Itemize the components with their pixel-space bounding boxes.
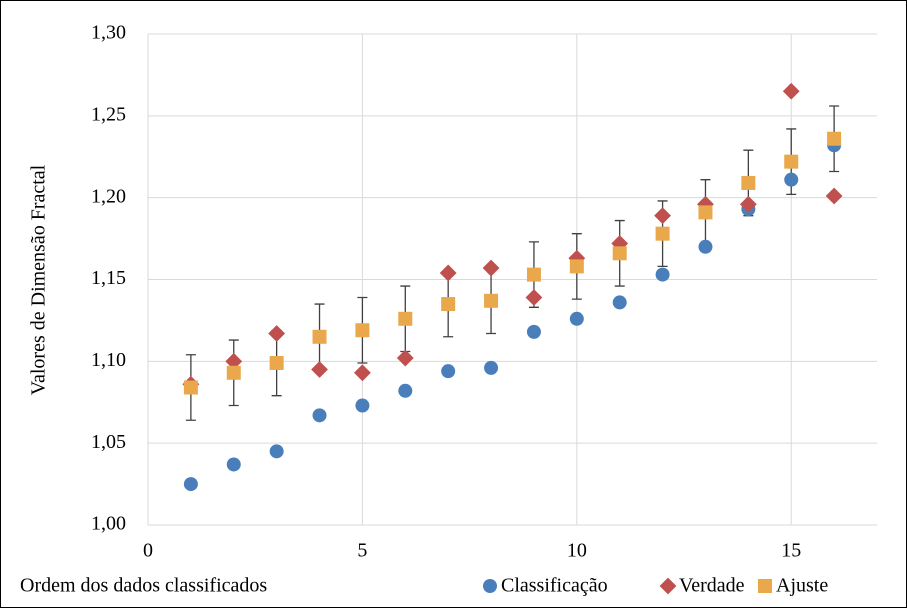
point (739, 195, 757, 213)
point (355, 323, 370, 338)
x-axis-title: Ordem dos dados classificados (20, 575, 267, 597)
point (226, 457, 241, 472)
point (396, 349, 414, 367)
point (612, 246, 627, 261)
y-tick-label: 1,05 (91, 431, 126, 453)
point (741, 175, 756, 190)
legend-marker (483, 579, 497, 593)
y-axis-title: Valores de Dimensão Fractal (28, 164, 50, 395)
point (398, 311, 413, 326)
y-tick-label: 1,20 (91, 185, 126, 207)
point (355, 398, 370, 413)
point (526, 324, 541, 339)
y-tick-label: 1,30 (91, 22, 126, 44)
point (312, 408, 327, 423)
point (484, 293, 499, 308)
point (612, 295, 627, 310)
point (441, 364, 456, 379)
y-tick-label: 1,00 (91, 513, 126, 535)
x-tick-label: 10 (567, 540, 587, 562)
point (525, 289, 543, 306)
point (269, 444, 284, 459)
point (482, 259, 500, 277)
y-tick-label: 1,25 (91, 103, 126, 125)
point (226, 365, 241, 380)
point (484, 360, 499, 375)
point (655, 226, 670, 241)
legend-marker (758, 579, 772, 593)
point (782, 82, 800, 100)
point (825, 187, 843, 205)
point (225, 352, 243, 370)
point (569, 311, 584, 326)
point (183, 380, 198, 395)
point (398, 383, 413, 398)
legend-label: Classificação (501, 575, 608, 597)
point (439, 264, 457, 282)
legend-label: Verdade (679, 575, 745, 597)
point (784, 154, 799, 169)
point (183, 477, 198, 492)
point (569, 259, 584, 274)
x-tick-label: 15 (781, 540, 801, 562)
point (312, 329, 327, 344)
y-tick-label: 1,15 (91, 267, 126, 289)
point (784, 172, 799, 187)
point (827, 131, 842, 146)
point (655, 267, 670, 282)
legend-marker (659, 577, 677, 595)
point (441, 297, 456, 312)
y-tick-label: 1,10 (91, 349, 126, 371)
point (311, 361, 328, 378)
x-tick-label: 0 (143, 540, 153, 562)
point (354, 364, 371, 382)
point (698, 239, 713, 254)
point (526, 267, 541, 282)
x-tick-label: 5 (357, 540, 367, 562)
point (269, 355, 284, 370)
point (654, 207, 671, 225)
point (268, 325, 286, 342)
point (698, 205, 713, 220)
legend-label: Ajuste (776, 575, 828, 597)
